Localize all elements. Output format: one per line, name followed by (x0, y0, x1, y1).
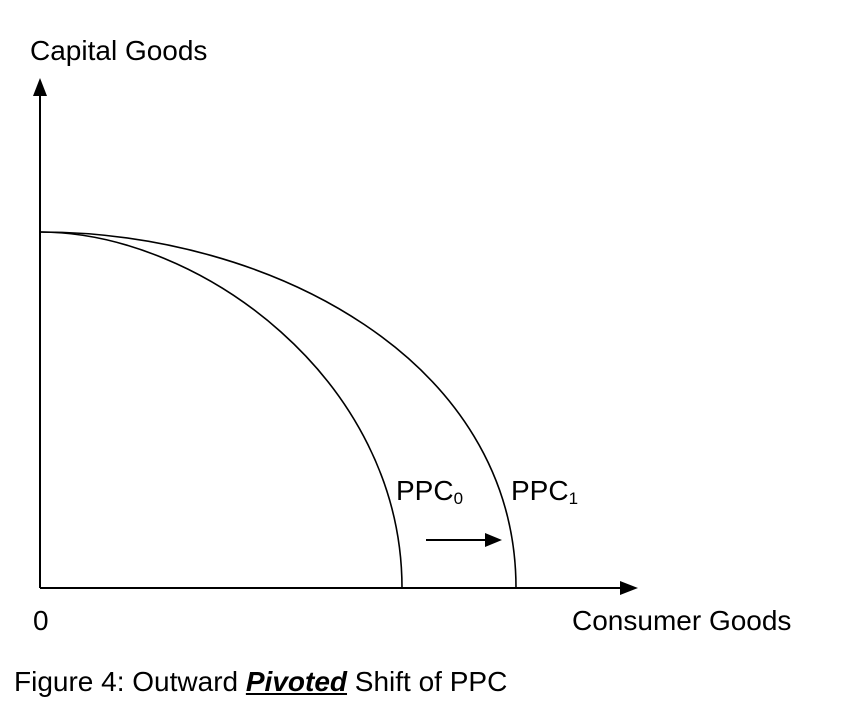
caption-suffix: Shift of PPC (347, 666, 508, 697)
ppc1-label-base: PPC (511, 475, 569, 506)
ppc0-label: PPC0 (396, 475, 463, 508)
ppc1-label: PPC1 (511, 475, 578, 508)
y-axis-arrowhead (33, 78, 47, 96)
caption-prefix: Figure 4: Outward (14, 666, 246, 697)
figure-caption: Figure 4: Outward Pivoted Shift of PPC (14, 666, 507, 698)
ppc1-curve (39, 231, 517, 589)
ppc0-label-subscript: 0 (454, 489, 463, 508)
origin-label: 0 (33, 605, 49, 636)
y-axis-label: Capital Goods (30, 35, 207, 66)
x-axis-arrowhead (620, 581, 638, 595)
caption-emphasis: Pivoted (245, 666, 348, 697)
shift-arrowhead (485, 533, 502, 547)
ppc0-label-base: PPC (396, 475, 454, 506)
ppc0-curve (39, 231, 403, 589)
x-axis-label: Consumer Goods (572, 605, 791, 636)
ppc1-label-subscript: 1 (569, 489, 578, 508)
